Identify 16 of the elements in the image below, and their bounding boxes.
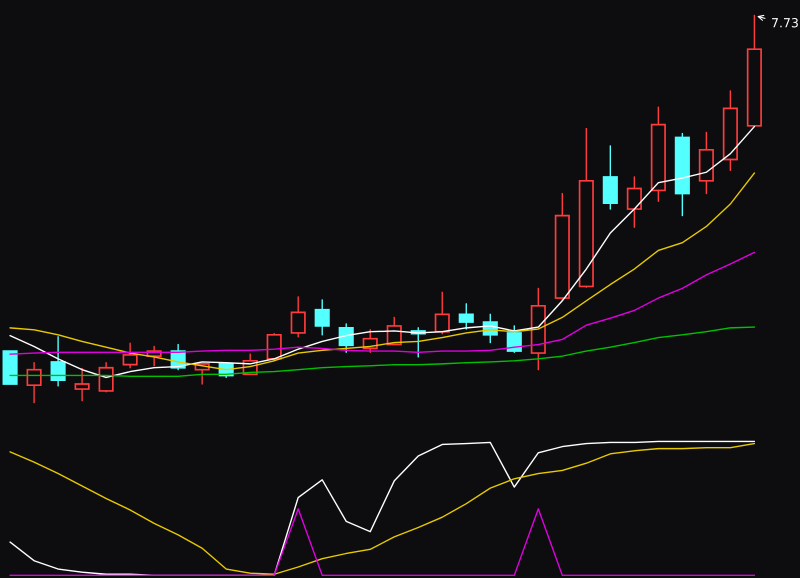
candlestick: [650, 106, 666, 202]
candlestick: [122, 342, 138, 368]
candlestick: [722, 90, 738, 172]
candlestick: [290, 296, 306, 338]
candlestick: [530, 288, 546, 370]
candlestick: [626, 176, 642, 228]
candlestick: [146, 346, 162, 366]
candlestick: [674, 132, 690, 216]
candlestick: [50, 336, 66, 387]
candlestick: [74, 368, 90, 402]
candlestick: [434, 292, 450, 334]
candlestick: [602, 145, 618, 210]
candlestick: [314, 299, 330, 336]
candlestick: [698, 132, 714, 194]
text: 7.73: [772, 18, 798, 28]
candlestick: [26, 362, 42, 404]
